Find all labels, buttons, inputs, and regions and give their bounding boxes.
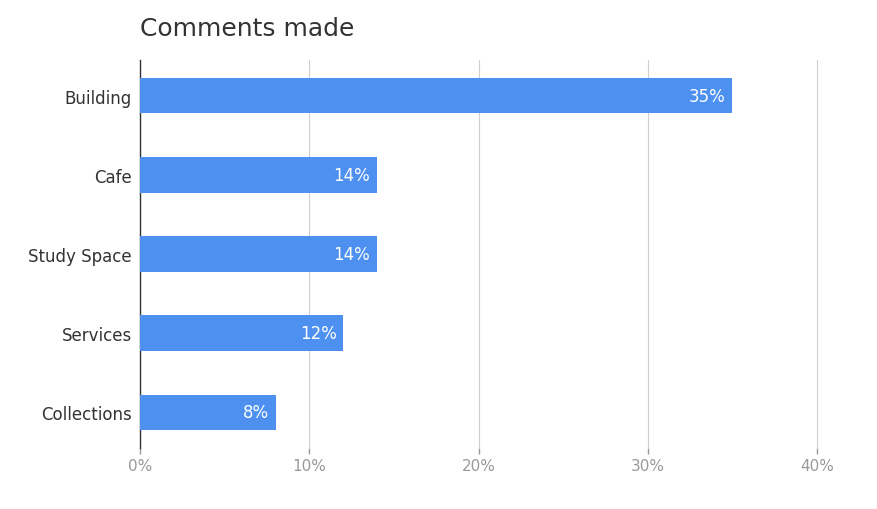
Text: 8%: 8%	[243, 404, 269, 421]
Text: Comments made: Comments made	[140, 17, 354, 41]
Bar	[140, 395, 275, 430]
Text: 14%: 14%	[333, 166, 370, 184]
Bar	[140, 237, 377, 272]
Text: 12%: 12%	[300, 325, 337, 343]
Bar	[140, 316, 343, 351]
Bar	[140, 158, 377, 193]
Text: 35%: 35%	[688, 88, 725, 105]
Bar	[140, 79, 732, 114]
Text: 14%: 14%	[333, 245, 370, 264]
